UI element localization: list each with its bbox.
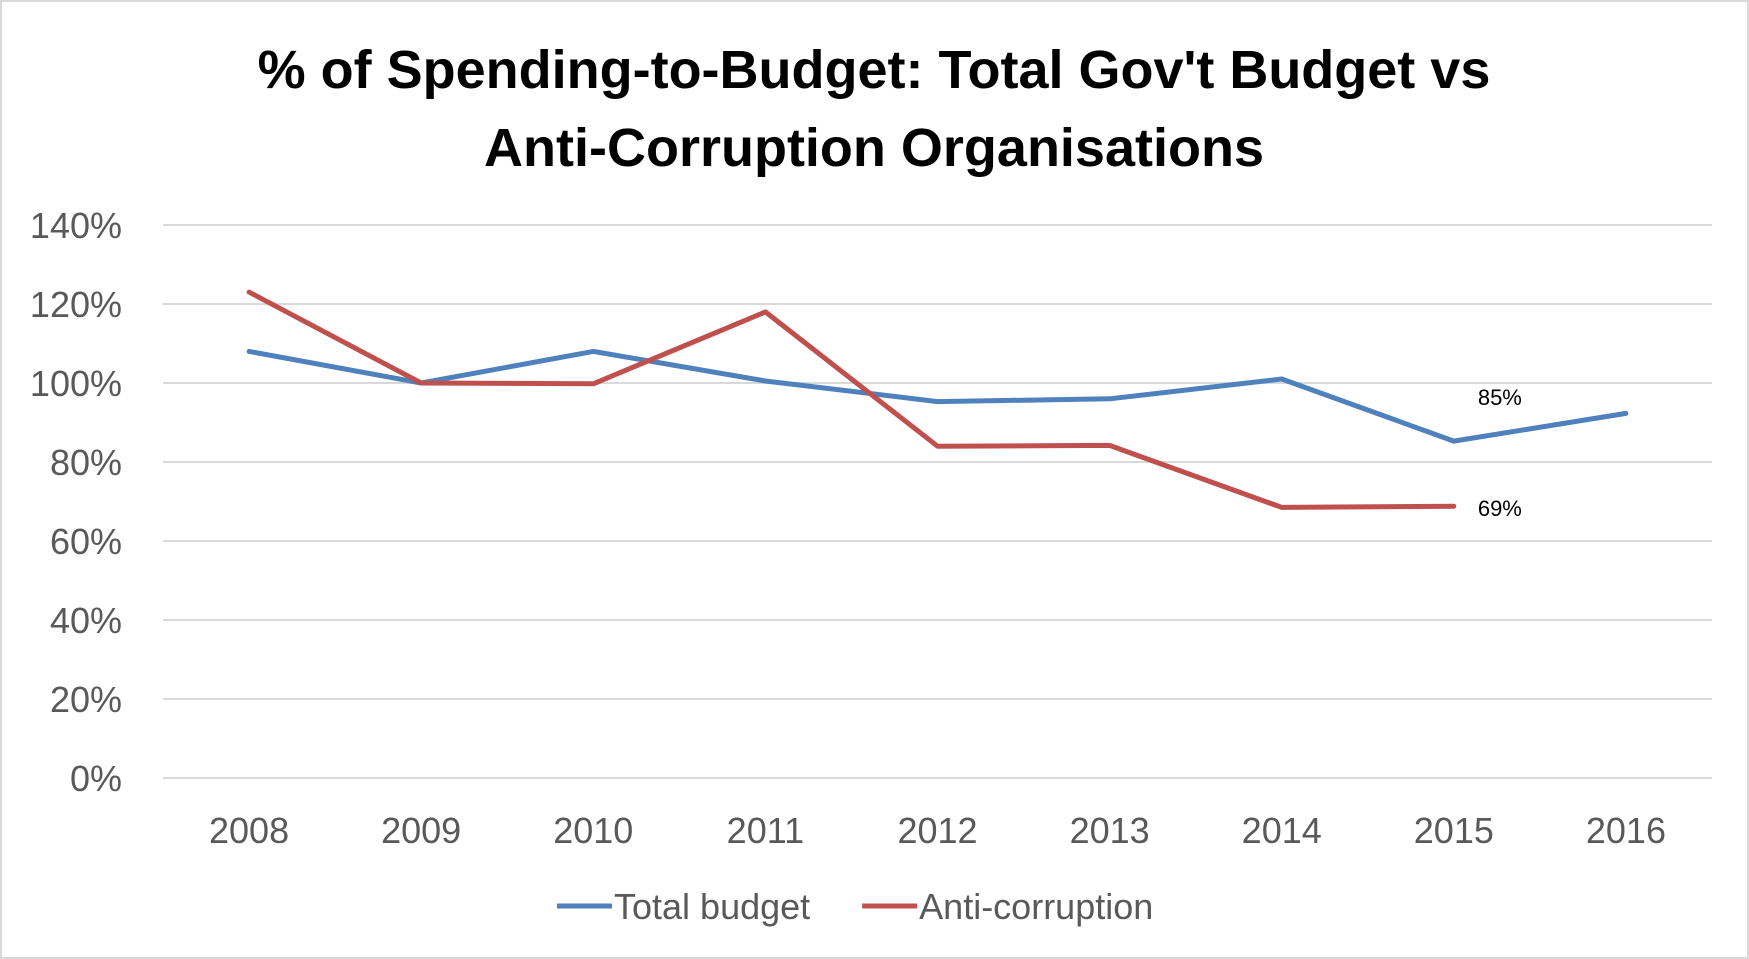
chart-title-line-1: % of Spending-to-Budget: Total Gov't Bud…: [258, 40, 1491, 100]
y-axis-tick-labels: 140% 120% 100% 80% 60% 40% 20% 0%: [30, 205, 122, 799]
legend: Total budget Anti-corruption: [557, 886, 1153, 927]
x-tick-label-2011: 2011: [727, 810, 804, 851]
series-lines: [246, 289, 1629, 510]
x-tick-label-2013: 2013: [1070, 810, 1150, 851]
chart-title-line-2: Anti-Corruption Organisations: [484, 118, 1264, 178]
x-tick-label-2016: 2016: [1586, 810, 1666, 851]
x-tick-label-2014: 2014: [1242, 810, 1322, 851]
y-tick-label: 20%: [50, 679, 122, 720]
legend-item-total-budget: Total budget: [557, 886, 810, 927]
data-labels: 85% 69%: [1478, 385, 1522, 521]
y-tick-label: 60%: [50, 521, 122, 562]
y-tick-label: 80%: [50, 442, 122, 483]
x-axis-tick-labels: 2008 2009 2010 2011 2012 2013 2014 2015 2016: [209, 810, 1666, 851]
legend-label: Total budget: [614, 886, 810, 927]
legend-label: Anti-corruption: [919, 886, 1153, 927]
x-tick-label-2012: 2012: [897, 810, 977, 851]
x-tick-label-2010: 2010: [553, 810, 633, 851]
y-tick-label: 0%: [70, 758, 122, 799]
x-tick-label-2015: 2015: [1414, 810, 1494, 851]
series-line-total-budget: [246, 348, 1629, 444]
x-tick-label-2008: 2008: [209, 810, 289, 851]
data-label-2015-series-1: 69%: [1478, 496, 1522, 521]
data-label-2015-series-0: 85%: [1478, 385, 1522, 410]
y-tick-label: 40%: [50, 600, 122, 641]
y-tick-label: 100%: [30, 363, 122, 404]
series-line-anti-corruption: [246, 289, 1457, 510]
chart-title: % of Spending-to-Budget: Total Gov't Bud…: [258, 40, 1491, 178]
legend-item-anti-corruption: Anti-corruption: [862, 886, 1153, 927]
x-tick-label-2009: 2009: [381, 810, 461, 851]
y-tick-label: 140%: [30, 205, 122, 246]
y-tick-label: 120%: [30, 284, 122, 325]
